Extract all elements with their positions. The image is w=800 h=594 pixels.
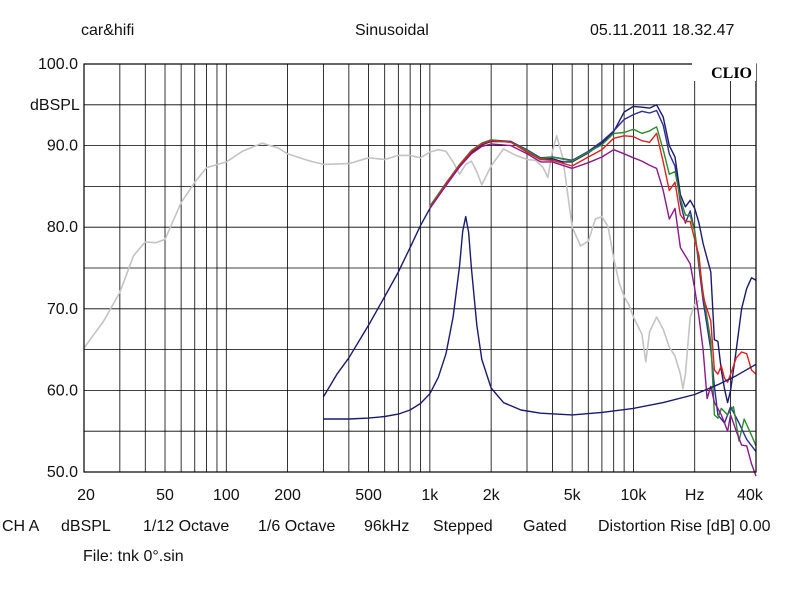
y-axis-label: dBSPL — [30, 97, 80, 114]
header-right-label: 05.11.2011 18.32.47 — [590, 22, 735, 39]
status-channel: CH A — [2, 518, 40, 535]
chart-grid — [84, 64, 756, 472]
x-tick-label: Hz — [685, 487, 705, 504]
x-tick-label: 500 — [355, 487, 382, 504]
y-tick-label: 100.0 — [38, 56, 78, 73]
x-tick-label: 1k — [421, 487, 439, 504]
chart-curves — [83, 104, 757, 477]
x-tick-labels: 20 50 100 200 500 1k 2k 5k 10k Hz 40k — [77, 487, 764, 504]
response-curve-gray — [83, 135, 700, 390]
x-tick-label: 20 — [77, 487, 95, 504]
response-curve-blue — [429, 109, 757, 453]
chart-frame — [83, 63, 757, 473]
y-tick-labels: 100.0 90.0 80.0 70.0 60.0 50.0 — [38, 56, 78, 481]
header-left-label: car&hifi — [81, 22, 135, 39]
response-curve-navy — [322, 104, 757, 404]
x-tick-label: 40k — [737, 487, 764, 504]
y-tick-label: 90.0 — [47, 138, 78, 155]
response-curve-purple — [429, 143, 757, 477]
y-tick-label: 50.0 — [47, 464, 78, 481]
x-tick-label: 200 — [274, 487, 301, 504]
y-tick-label: 60.0 — [47, 382, 78, 399]
y-tick-label: 70.0 — [47, 301, 78, 318]
status-mode: Stepped — [433, 518, 493, 535]
status-resolution: 1/6 Octave — [258, 518, 336, 535]
status-rate: 96kHz — [364, 518, 410, 535]
clio-brand-label: CLIO — [711, 65, 752, 82]
response-curve-navy — [323, 215, 757, 420]
x-tick-label: 10k — [621, 487, 648, 504]
y-tick-label: 80.0 — [47, 219, 78, 236]
status-gating: Gated — [523, 518, 567, 535]
file-label: File: tnk 0°.sin — [83, 548, 184, 565]
x-tick-label: 100 — [213, 487, 240, 504]
status-unit: dBSPL — [61, 518, 111, 535]
x-tick-label: 2k — [483, 487, 501, 504]
status-line: CH A dBSPL 1/12 Octave 1/6 Octave 96kHz … — [0, 518, 800, 536]
header-center-label: Sinusoidal — [355, 22, 429, 39]
status-smoothing: 1/12 Octave — [143, 518, 230, 535]
brand-badge-bg — [692, 63, 756, 81]
x-tick-label: 5k — [564, 487, 582, 504]
status-distortion: Distortion Rise [dB] 0.00 — [598, 518, 771, 535]
x-tick-label: 50 — [156, 487, 174, 504]
